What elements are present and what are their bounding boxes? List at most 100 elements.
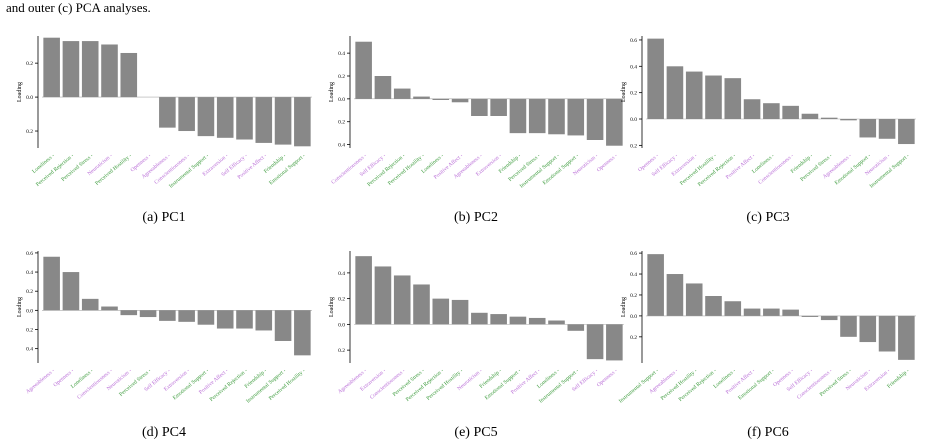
bar [43, 256, 60, 311]
bar [763, 103, 780, 120]
chart-panel-pc6: 0.6 0.4 0.2 0.0 0.2 Loading Instrumental Suppo… [618, 245, 918, 445]
bar [782, 309, 799, 316]
x-tick-label: Agreeableness - [25, 368, 56, 395]
bar [255, 310, 273, 331]
y-tick-label: 0.2 [338, 297, 345, 303]
y-tick-label: 0.4 [338, 51, 345, 57]
y-tick-label: 0.4 [630, 64, 637, 70]
y-tick-label: 0.4 [26, 347, 33, 353]
bar [178, 97, 195, 132]
bar [705, 75, 722, 120]
y-tick-label: 0.4 [338, 271, 345, 277]
bar [859, 119, 877, 138]
bar [490, 98, 507, 116]
bar [294, 310, 311, 356]
bar [236, 310, 253, 329]
y-tick-label: 0.6 [26, 251, 33, 257]
bar [159, 310, 176, 321]
bar [666, 66, 684, 120]
bar [898, 119, 915, 145]
y-tick-label: 0.0 [26, 95, 33, 101]
bar [509, 98, 527, 134]
bar [451, 98, 469, 103]
bar [374, 266, 392, 325]
bar [471, 312, 488, 325]
bar [255, 97, 273, 143]
figure-caption-fragment: and outer (c) PCA analyses. [6, 0, 151, 15]
bar [801, 113, 819, 120]
y-axis-label: Loading [621, 82, 627, 102]
bar [101, 44, 118, 98]
bar [859, 315, 877, 343]
bar [509, 316, 527, 325]
chart-panel-pc1: 0.2 0.0 0.2 Loading Loneliness - Perceived Re… [14, 30, 314, 230]
bar [274, 310, 292, 341]
bar [139, 310, 157, 318]
chart-svg: 0.6 0.4 0.2 0.0 0.2 0.4 Loading Agreeableness -… [17, 251, 312, 405]
y-tick-label: 0.2 [630, 293, 637, 299]
caption-pc6: (f) PC6 [747, 425, 789, 440]
caption-pc1: (a) PC1 [142, 210, 186, 225]
bar [101, 306, 118, 311]
bar [724, 78, 742, 120]
x-tick-label: Emotional Support - [268, 153, 306, 187]
y-axis-label: Loading [17, 297, 23, 317]
bar [159, 97, 176, 128]
bar [743, 308, 761, 316]
bar [120, 52, 138, 98]
bar [393, 275, 411, 325]
bar [197, 310, 215, 325]
y-tick-label: 0.2 [630, 91, 637, 97]
bar [43, 37, 60, 98]
bar [666, 274, 684, 316]
bar [374, 76, 392, 99]
bar [432, 98, 450, 100]
chart-panel-pc3: 0.6 0.4 0.2 0.0 0.2 Loading Openness - Self Eff… [618, 30, 918, 230]
bar [606, 98, 623, 146]
y-axis-label: Loading [17, 82, 23, 102]
bar [451, 299, 469, 325]
y-tick-label: 0.2 [26, 61, 33, 67]
y-tick-label: 0.6 [630, 251, 637, 257]
y-tick-label: 0.2 [26, 289, 33, 295]
y-tick-label: 0.2 [338, 120, 345, 126]
y-axis-label: Loading [329, 82, 335, 102]
bar [898, 315, 915, 360]
bar [62, 41, 80, 98]
bar [294, 97, 311, 147]
bar [840, 119, 857, 121]
bar [528, 98, 546, 134]
bar [878, 315, 896, 352]
caption-pc5: (e) PC5 [454, 425, 498, 440]
y-tick-label: 0.4 [630, 272, 637, 278]
bar [471, 98, 488, 116]
bar [413, 96, 430, 99]
bar [81, 298, 99, 311]
bar [81, 41, 99, 98]
bar [647, 38, 664, 120]
bar [178, 310, 195, 322]
bar [548, 98, 565, 135]
chart-panel-pc5: 0.4 0.2 0.0 0.2 Loading Agreeableness - Extrav… [326, 245, 626, 445]
y-tick-label: 0.2 [630, 143, 637, 149]
bar [878, 119, 896, 139]
bar [528, 317, 546, 325]
y-tick-label: 0.2 [338, 74, 345, 80]
y-tick-label: 0.4 [338, 143, 345, 149]
y-tick-label: 0.2 [630, 335, 637, 341]
bar [586, 98, 604, 140]
bar [432, 298, 450, 325]
bar [197, 97, 215, 137]
bar [801, 315, 819, 317]
bar [820, 117, 838, 120]
bar [236, 97, 253, 140]
bar [567, 324, 585, 331]
bar [840, 315, 857, 337]
bar [743, 99, 761, 120]
bar [355, 41, 372, 99]
x-tick-label: Perceived Hostility - [94, 153, 133, 187]
x-tick-label: Perceived Hostility - [268, 368, 307, 402]
